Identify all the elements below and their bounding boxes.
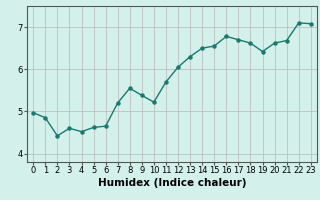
X-axis label: Humidex (Indice chaleur): Humidex (Indice chaleur) <box>98 178 246 188</box>
